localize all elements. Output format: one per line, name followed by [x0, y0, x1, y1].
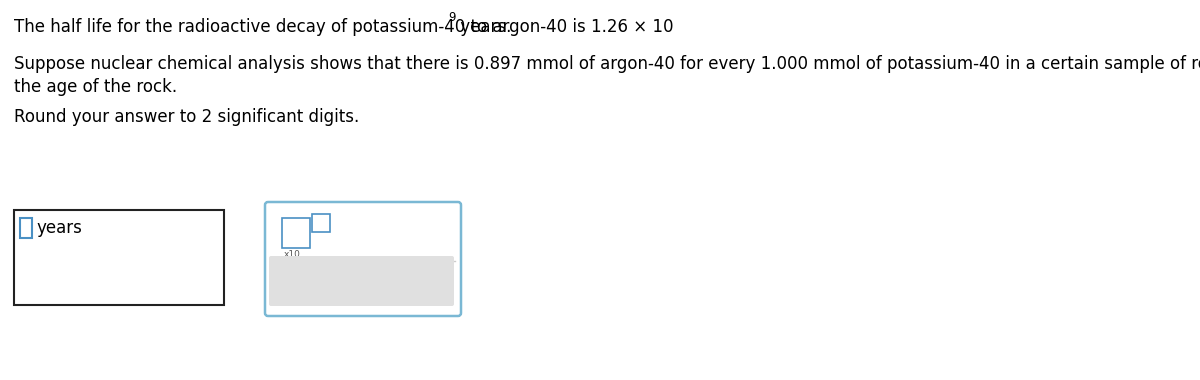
- Text: Suppose nuclear chemical analysis shows that there is 0.897 mmol of argon-40 for: Suppose nuclear chemical analysis shows …: [14, 55, 1200, 73]
- Text: the age of the rock.: the age of the rock.: [14, 78, 178, 96]
- Text: ↺: ↺: [352, 277, 365, 295]
- FancyBboxPatch shape: [269, 256, 454, 306]
- Text: Round your answer to 2 significant digits.: Round your answer to 2 significant digit…: [14, 108, 359, 126]
- Text: 9: 9: [448, 11, 456, 24]
- FancyBboxPatch shape: [265, 202, 461, 316]
- Text: ×: ×: [296, 277, 310, 295]
- Text: The half life for the radioactive decay of potassium-40 to argon-40 is 1.26 × 10: The half life for the radioactive decay …: [14, 18, 673, 36]
- FancyBboxPatch shape: [20, 218, 32, 238]
- Text: ?: ?: [412, 277, 420, 295]
- FancyBboxPatch shape: [312, 214, 330, 232]
- FancyBboxPatch shape: [14, 210, 224, 305]
- Text: x10: x10: [284, 250, 301, 259]
- Text: years: years: [36, 219, 82, 237]
- Text: years.: years.: [455, 18, 511, 36]
- FancyBboxPatch shape: [282, 218, 310, 248]
